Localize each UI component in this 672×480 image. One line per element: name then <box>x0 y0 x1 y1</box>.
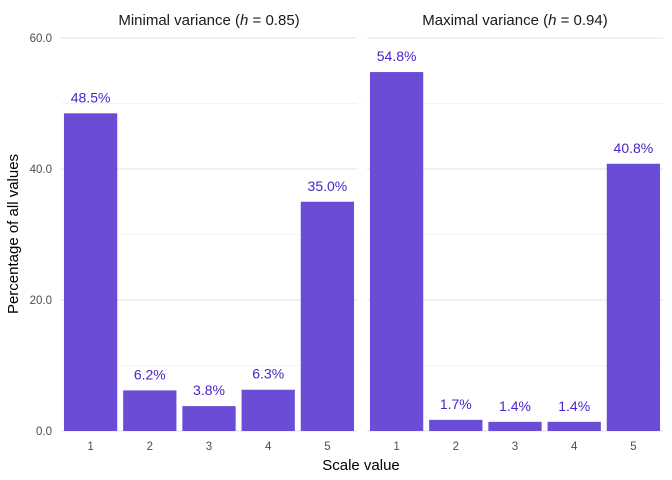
x-tick-label: 5 <box>324 441 330 453</box>
x-tick-label: 2 <box>147 441 153 453</box>
x-tick-label: 4 <box>265 441 272 453</box>
x-tick-label: 3 <box>512 441 518 453</box>
data-label: 40.8% <box>614 140 654 156</box>
facet-title-suffix: = 0.94) <box>556 12 607 29</box>
y-tick-label: 20.0 <box>30 295 52 307</box>
data-label: 3.8% <box>193 382 225 398</box>
facet-title: Maximal variance (h = 0.94) <box>422 12 608 29</box>
x-tick-label: 1 <box>87 441 93 453</box>
data-label: 6.3% <box>252 366 284 382</box>
bar <box>547 421 601 431</box>
y-tick-label: 60.0 <box>30 33 52 45</box>
data-label: 1.4% <box>558 398 590 414</box>
facet-panel: Minimal variance (h = 0.85) 48.5% 1 6.2% 2 3.… <box>61 12 357 453</box>
x-axis-title: Scale value <box>322 457 400 474</box>
bar <box>63 113 118 431</box>
data-label: 1.7% <box>440 396 472 412</box>
facet-title-italic: h <box>548 12 556 29</box>
data-label: 1.4% <box>499 398 531 414</box>
facet-title-italic: h <box>240 12 248 29</box>
facet-panels: Minimal variance (h = 0.85)48.5%16.2%23.… <box>61 12 663 453</box>
x-tick-label: 3 <box>206 441 212 453</box>
bar <box>606 163 661 431</box>
bar <box>369 72 424 431</box>
bar <box>300 201 355 431</box>
facet-title: Minimal variance (h = 0.85) <box>118 12 299 29</box>
facet-title-suffix: = 0.85) <box>248 12 299 29</box>
y-axis-title: Percentage of all values <box>5 154 22 314</box>
facet-panel: Maximal variance (h = 0.94) 54.8% 1 1.7% 2 1.… <box>367 12 663 453</box>
facet-title-prefix: Minimal variance ( <box>118 12 240 29</box>
x-tick-label: 2 <box>453 441 459 453</box>
y-tick-label: 0.0 <box>36 426 52 438</box>
data-label: 48.5% <box>71 89 111 105</box>
bar <box>241 389 295 431</box>
x-tick-label: 4 <box>571 441 578 453</box>
bar <box>429 419 483 431</box>
bar <box>123 390 177 431</box>
bar <box>488 421 542 431</box>
y-tick-label: 40.0 <box>30 164 52 176</box>
data-label: 35.0% <box>308 178 348 194</box>
data-label: 54.8% <box>377 48 417 64</box>
facet-title-prefix: Maximal variance ( <box>422 12 548 29</box>
bar <box>182 406 236 431</box>
data-label: 6.2% <box>134 366 166 382</box>
y-axis: 0.0 20.0 40.0 60.0 <box>30 33 52 438</box>
x-tick-label: 5 <box>630 441 636 453</box>
x-tick-label: 1 <box>393 441 399 453</box>
